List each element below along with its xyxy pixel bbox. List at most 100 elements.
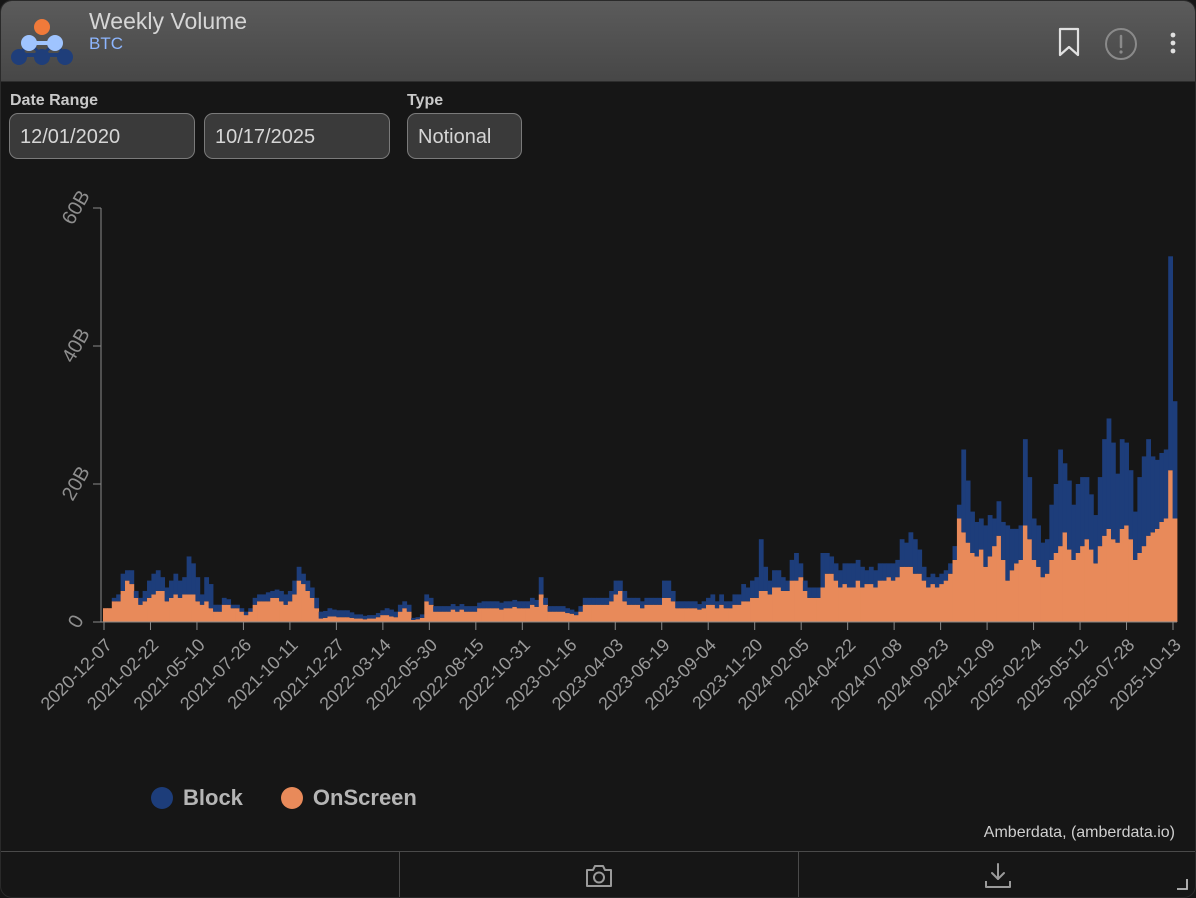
bar-block [485,601,491,609]
bar-block [758,539,764,591]
bar-block [177,580,183,598]
bar-onscreen [481,608,487,622]
bar-block [838,570,843,588]
bar-onscreen [534,606,540,622]
legend-item-onscreen[interactable]: OnScreen [280,785,417,811]
y-tick-label: 0 [64,611,89,632]
bar-onscreen [662,597,667,622]
bar-block [380,610,386,616]
screenshot-button[interactable] [400,852,799,897]
bar-onscreen [428,604,434,622]
bar-onscreen [917,573,923,622]
bookmark-icon[interactable] [1056,27,1082,57]
bar-block [327,608,333,617]
bar-block [943,570,949,581]
bar-onscreen [191,594,196,622]
bar-block [173,573,179,595]
bar-onscreen [336,617,342,622]
bar-onscreen [904,566,909,622]
bar-onscreen [437,611,443,622]
bar-onscreen [274,597,280,622]
bar-block [780,577,786,591]
download-button[interactable] [799,852,1195,897]
bar-onscreen [1168,470,1173,622]
bar-block [807,587,813,598]
bar-onscreen [899,566,905,622]
bar-block [895,559,901,578]
bar-onscreen [1163,518,1169,622]
bar-block [226,599,232,605]
legend-item-block[interactable]: Block [151,785,243,811]
bar-onscreen [182,594,188,622]
bar-onscreen [301,584,306,622]
bar-onscreen [371,618,377,622]
bar-onscreen [952,559,958,622]
bar-onscreen [1071,559,1077,622]
bar-block [741,584,747,602]
bar-block [472,606,478,612]
bar-onscreen [670,601,676,622]
bar-onscreen [279,601,284,622]
bar-onscreen [692,608,698,622]
bar-onscreen [640,608,645,622]
bar-block [133,590,139,598]
bar-block [987,515,993,557]
bar-onscreen [138,604,144,622]
bar-block [142,590,148,602]
bar-block [199,594,205,605]
bar-onscreen [961,532,967,622]
bar-block [521,601,526,609]
bar-block [728,601,733,609]
bar-onscreen [772,587,777,622]
bar-block [490,601,496,609]
bar-onscreen [926,587,931,622]
bar-block [864,570,870,585]
bar-onscreen [543,604,548,622]
bar-block [732,594,738,605]
bar-onscreen [1137,553,1143,622]
data-credit: Amberdata, (amberdata.io) [983,824,1175,841]
bar-block [706,597,711,605]
info-icon[interactable] [1104,27,1138,61]
bar-block [798,563,804,578]
bar-block [463,606,469,612]
bar-block [688,601,694,609]
weekly-volume-chart: 020B40B60B2020-12-072021-02-222021-05-10… [37,187,1185,714]
bar-block [257,594,262,602]
bar-onscreen [525,608,531,622]
bar-onscreen [411,619,416,622]
end-date-input[interactable]: 10/17/2025 [204,113,390,159]
bar-block [1031,518,1037,560]
bar-onscreen [728,608,733,622]
bar-block [169,580,174,598]
bar-block [1168,256,1173,471]
bar-onscreen [362,619,368,622]
bar-onscreen [719,604,725,622]
bar-block [899,539,905,567]
bar-onscreen [147,597,152,622]
bar-block [314,597,320,609]
type-select[interactable]: Notional [407,113,522,159]
bar-onscreen [353,618,359,622]
bar-block [1062,463,1068,533]
bar-block [129,570,135,585]
bar-block [441,606,447,612]
bar-onscreen [1031,559,1037,622]
bar-onscreen [1036,566,1041,622]
bar-block [1071,504,1077,560]
start-date-input[interactable]: 12/01/2020 [9,113,195,159]
bar-onscreen [340,617,346,622]
bar-onscreen [701,608,707,622]
resize-handle-icon[interactable] [1175,877,1189,891]
bar-block [155,570,161,591]
bar-onscreen [983,566,989,622]
bar-onscreen [970,553,975,622]
bar-onscreen [1044,573,1050,622]
bar-onscreen [1154,528,1160,622]
more-vertical-icon[interactable] [1163,31,1183,57]
bar-block [578,606,584,612]
bar-onscreen [129,584,135,622]
chart-axes: 020B40B60B2020-12-072021-02-222021-05-10… [37,187,1185,714]
bar-onscreen [1141,546,1147,622]
bar-onscreen [248,611,254,622]
